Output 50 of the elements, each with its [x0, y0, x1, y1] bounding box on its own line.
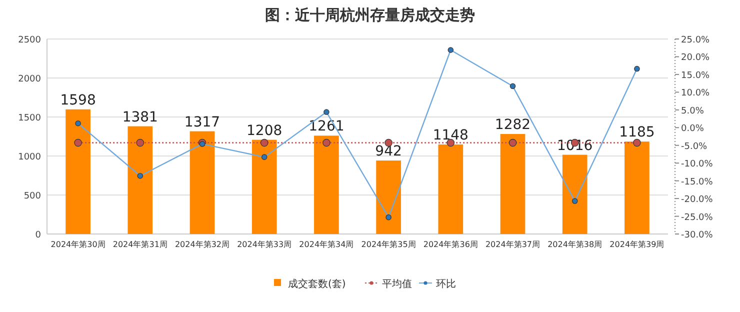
y-tick-label: 500: [24, 192, 42, 202]
x-tick-label: 2024年第30周: [50, 240, 106, 249]
chart-title: 图：近十周杭州存量房成交走势: [265, 6, 475, 24]
legend-label: 平均值: [382, 278, 412, 290]
y2-tick-label: -15.0%: [681, 177, 714, 188]
data-label: 1208: [246, 122, 282, 139]
data-label: 1185: [619, 124, 655, 141]
bar: [500, 134, 526, 234]
x-tick-label: 2024年第33周: [237, 240, 292, 249]
data-label: 1282: [494, 117, 531, 134]
y2-tick-label: -30.0%: [681, 230, 714, 240]
y-tick-label: 1500: [18, 114, 42, 124]
x-tick-label: 2024年第36周: [423, 240, 478, 249]
bar: [190, 131, 215, 234]
data-label: 1317: [184, 114, 220, 130]
legend-label: 环比: [436, 278, 456, 290]
data-label: 1598: [60, 92, 96, 108]
data-label: 942: [375, 144, 402, 160]
bar: [314, 136, 339, 234]
y2-tick-label: -5.0%: [681, 142, 708, 152]
bar: [376, 160, 401, 234]
y2-tick-label: 20.0%: [681, 53, 710, 64]
x-tick-label: 2024年第37周: [485, 240, 540, 249]
y2-tick-label: 0.0%: [681, 124, 704, 134]
y2-tick-label: -25.0%: [681, 212, 714, 223]
bar: [128, 126, 153, 234]
x-tick-label: 2024年第31周: [112, 240, 168, 249]
y2-tick-label: 10.0%: [681, 88, 710, 99]
y2-tick-label: -20.0%: [681, 195, 714, 206]
bar: [252, 140, 277, 234]
y2-tick-label: -10.0%: [681, 160, 714, 170]
bar: [562, 154, 588, 234]
y-tick-label: 2000: [18, 74, 42, 84]
y2-tick-label: 5.0%: [681, 106, 704, 116]
y2-tick-label: 15.0%: [681, 70, 710, 81]
data-label: 1148: [432, 127, 468, 144]
y-tick-label: 1000: [18, 152, 42, 162]
bar: [66, 109, 90, 234]
y2-tick-label: 25.0%: [681, 36, 710, 46]
legend-label: 成交套数(套): [288, 278, 346, 290]
x-tick-label: 2024年第34周: [299, 240, 354, 249]
x-tick-label: 2024年第35周: [361, 240, 416, 249]
y-tick-label: 0: [35, 230, 42, 240]
bar: [438, 144, 464, 234]
y-tick-label: 2500: [18, 36, 42, 46]
x-tick-label: 2024年第32周: [174, 240, 230, 249]
x-tick-label: 2024年第38周: [548, 240, 602, 249]
bar: [624, 142, 650, 234]
x-tick-label: 2024年第39周: [610, 240, 664, 249]
data-label: 1381: [122, 109, 158, 126]
